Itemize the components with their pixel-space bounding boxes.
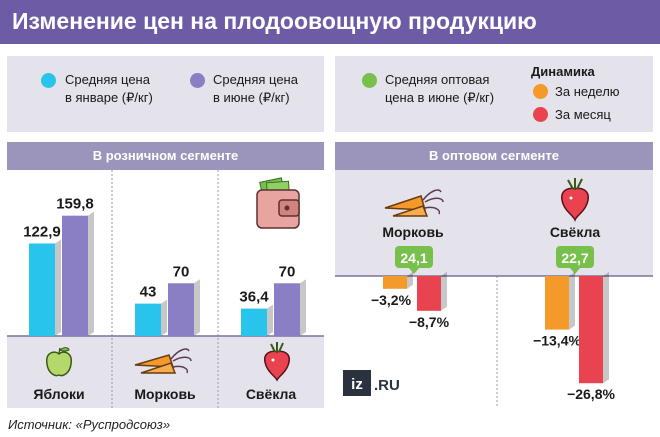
legend-jun-line2: в июне (₽/кг) [213, 90, 290, 105]
wholesale-bar-beets-week-group [545, 272, 575, 330]
wholesale-category-beets: Свёкла [550, 224, 601, 240]
carrot-icon-wholesale [384, 189, 444, 217]
wholesale-label-beets-week: −13,4% [533, 333, 581, 349]
wholesale-bar-carrots-month-side [441, 272, 447, 311]
wholesale-bar-beets-month [579, 276, 603, 384]
carrot-icon-retail [134, 348, 192, 374]
retail-panel-header: В розничном сегменте [7, 142, 324, 170]
retail-bar-beets-jan [241, 308, 267, 336]
wholesale-bar-carrots-month [417, 276, 441, 311]
wholesale-price-badge-beets: 22,7 [556, 246, 594, 274]
legend-wholesale-line1: Средняя оптовая [385, 72, 490, 87]
beet-icon-wholesale [561, 178, 589, 223]
wholesale-bar-carrots-month-group [417, 272, 447, 311]
wholesale-bar-carrots-week [383, 276, 407, 289]
wholesale-price-badge-carrots: 24,1 [395, 246, 433, 274]
retail-bar-beets-jun [274, 283, 300, 336]
wholesale-panel: В оптовом сегменте Морковь Свёкла 24,1 [335, 142, 653, 408]
source-note: Источник: «Руспродсоюз» [8, 417, 171, 432]
izru-logo-text: iz [351, 376, 363, 393]
retail-label-apples-jun: 159,8 [56, 196, 94, 213]
retail-bar-beets-jun-group [274, 279, 306, 336]
apple-icon [46, 347, 72, 377]
category-label-carrots: Морковь [134, 386, 196, 402]
legend-jan-line1: Средняя цена [65, 72, 150, 87]
legend-wholesale: Средняя оптовая цена в июне (₽/кг) Динам… [335, 56, 653, 132]
retail-panel: В розничном сегменте [7, 142, 324, 408]
wallet-icon [256, 177, 300, 229]
retail-bar-carrots-jan-group [135, 299, 167, 336]
retail-bar-apples-jan-group [29, 239, 61, 336]
beet-icon-retail [264, 342, 290, 382]
category-label-apples: Яблоки [33, 386, 84, 402]
legend-month-dot [533, 107, 548, 122]
retail-bar-apples-jun-side [88, 211, 94, 336]
legend-wholesale-line2: цена в июне (₽/кг) [385, 90, 495, 105]
wholesale-label-carrots-week: −3,2% [371, 292, 412, 308]
retail-label-apples-jan: 122,9 [23, 223, 61, 240]
retail-bar-carrots-jan [135, 303, 161, 336]
wholesale-category-carrots: Морковь [382, 224, 444, 240]
wholesale-chart: Морковь Свёкла 24,1 22,7 iz .RU −3,2% −8,… [335, 178, 653, 408]
legend-wholesale-dot [362, 73, 377, 88]
retail-bar-carrots-jun-side [194, 279, 200, 336]
wholesale-label-carrots-month: −8,7% [409, 314, 450, 330]
retail-bar-carrots-jun [168, 283, 194, 336]
retail-bar-apples-jan-side [55, 239, 61, 336]
wholesale-bar-beets-week-side [569, 272, 575, 330]
legend-jan-line2: в январе (₽/кг) [65, 90, 153, 105]
legend-jun-dot [190, 73, 205, 88]
category-label-beets: Свёкла [246, 386, 297, 402]
retail-bar-beets-jan-side [267, 304, 273, 336]
retail-label-carrots-jan: 43 [140, 284, 157, 301]
wholesale-panel-header: В оптовом сегменте [335, 142, 653, 170]
wholesale-bar-beets-month-group [579, 272, 609, 384]
legend-dynamics-title: Динамика [531, 64, 595, 79]
retail-bar-beets-jan-group [241, 304, 273, 336]
page-title: Изменение цен на плодоовощную продукцию [12, 8, 537, 34]
legend-retail: Средняя цена в январе (₽/кг) Средняя цен… [7, 56, 324, 132]
retail-bar-apples-jun [62, 215, 88, 336]
legend-week-label: За неделю [555, 84, 620, 99]
retail-label-carrots-jun: 70 [173, 263, 190, 280]
wholesale-bar-carrots-week-side [407, 272, 413, 289]
wholesale-price-beets: 22,7 [561, 250, 588, 266]
retail-bar-beets-jun-side [300, 279, 306, 336]
retail-bar-apples-jan [29, 243, 55, 336]
retail-bar-carrots-jan-side [161, 299, 167, 336]
retail-label-beets-jun: 70 [279, 263, 296, 280]
wholesale-bar-beets-month-side [603, 272, 609, 384]
wholesale-bar-beets-week [545, 276, 569, 330]
legend-jun-line1: Средняя цена [213, 72, 298, 87]
retail-label-beets-jan: 36,4 [239, 289, 269, 306]
wholesale-label-beets-month: −26,8% [567, 386, 615, 402]
wholesale-bar-carrots-week-group [383, 272, 413, 289]
izru-logo: iz .RU [343, 370, 400, 396]
legend-jan-dot [41, 73, 56, 88]
wholesale-price-carrots: 24,1 [400, 250, 427, 266]
retail-bar-carrots-jun-group [168, 279, 200, 336]
retail-bar-apples-jun-group [62, 211, 94, 336]
legend-week-dot [533, 84, 548, 99]
legend-month-label: За месяц [555, 107, 611, 122]
title-bar: Изменение цен на плодоовощную продукцию [0, 0, 660, 44]
retail-chart: Яблоки Морковь Свёкла 122,9 159,8 43 70 36,4… [7, 170, 324, 408]
izru-logo-domain: .RU [374, 377, 400, 394]
